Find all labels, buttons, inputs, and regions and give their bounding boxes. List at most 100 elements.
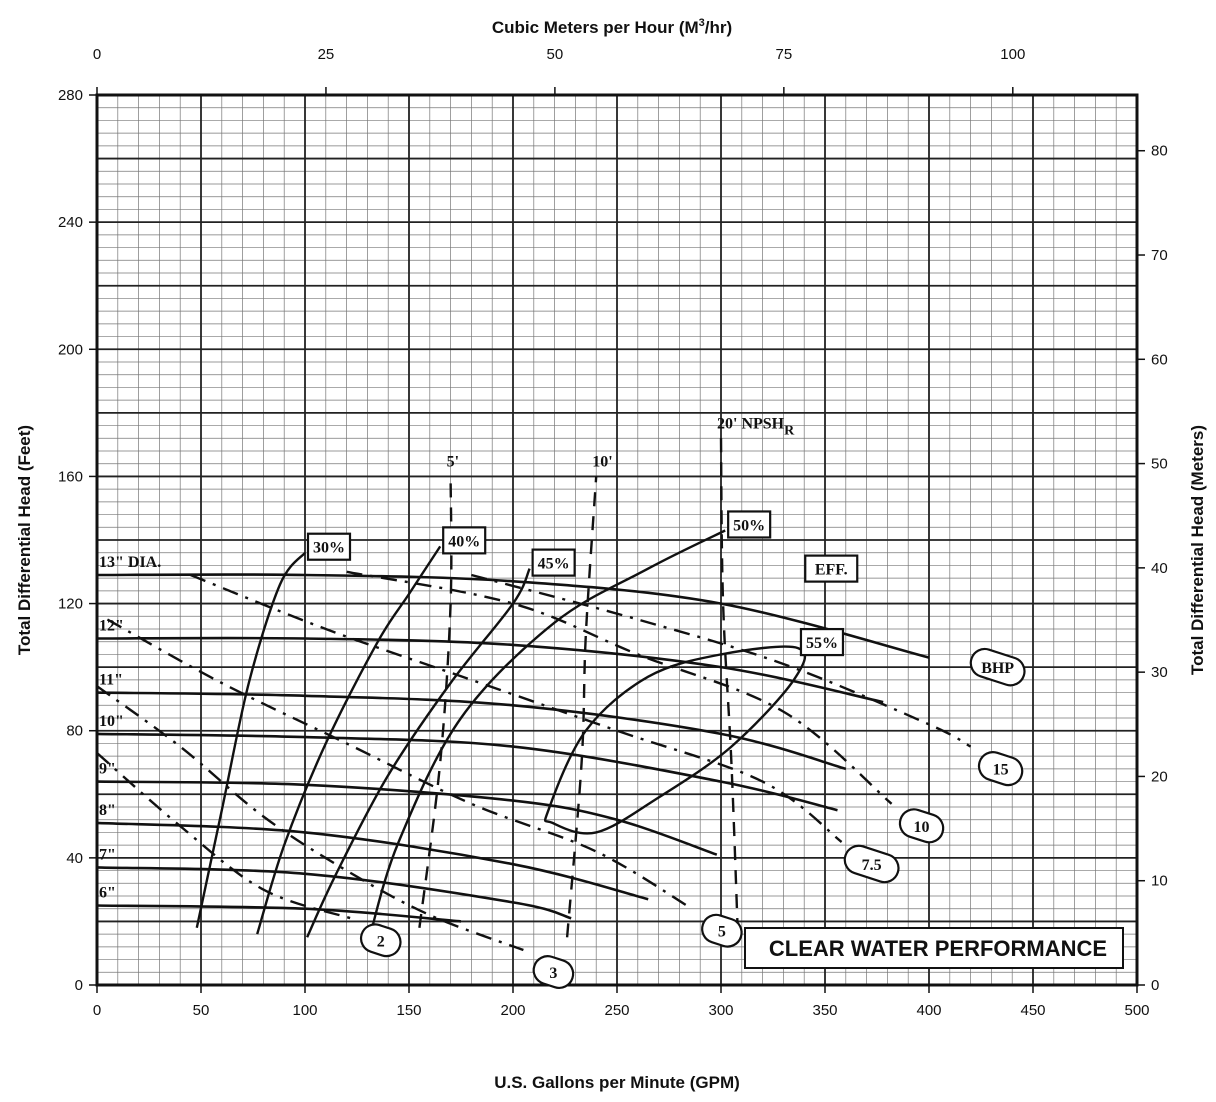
impeller-label: 7"	[99, 846, 116, 863]
bhp-curve	[190, 573, 843, 843]
bhp-curve	[346, 570, 893, 805]
y-tick-label: 160	[58, 468, 83, 485]
impeller-label: 9"	[99, 761, 116, 778]
bhp-label-pill	[977, 751, 1024, 787]
efficiency-label-text: 55%	[806, 635, 838, 652]
bhp-label: 10	[898, 808, 945, 844]
efficiency-label-box	[799, 627, 845, 657]
y-tick-label: 80	[66, 723, 83, 740]
y-tick-label: 0	[75, 977, 83, 994]
impeller-curve	[97, 636, 884, 704]
bhp-curve	[97, 685, 524, 952]
curve-labels-layer: 13" DIA. 12" 11" 10" 9" 8" 7" 6" 30% 40% 45% 50% 55%…	[99, 415, 1026, 989]
y2-tick-label: 10	[1151, 873, 1168, 890]
efficiency-label: 45%	[531, 548, 576, 577]
curves-layer	[97, 438, 972, 952]
bhp-label-text: 7.5	[862, 857, 882, 874]
efficiency-label-box	[531, 548, 576, 577]
efficiency-curve	[368, 529, 726, 938]
bhp-label-pill	[701, 913, 743, 948]
impeller-curve	[97, 904, 462, 923]
efficiency-label-text: 50%	[733, 517, 765, 534]
x-tick-label: 200	[500, 1002, 525, 1019]
impeller-label: 8"	[99, 802, 116, 819]
bhp-label: 15	[977, 751, 1024, 787]
bhp-label: 2	[359, 923, 402, 958]
eff-label-text: EFF.	[815, 562, 848, 579]
y2-tick-label: 20	[1151, 768, 1168, 785]
clear-water-banner: CLEAR WATER PERFORMANCE	[769, 936, 1107, 961]
y2-tick-label: 30	[1151, 664, 1168, 681]
y2-axis-title: Total Differential Head (Meters)	[1188, 425, 1207, 675]
x-tick-label: 100	[292, 1002, 317, 1019]
x-tick-label: 150	[396, 1002, 421, 1019]
efficiency-label-box	[727, 510, 772, 539]
bhp-label-pill	[359, 923, 402, 958]
y2-tick-label: 40	[1151, 560, 1168, 577]
bhp-label-text: 5	[718, 924, 726, 941]
bhp-label-text: 2	[377, 933, 385, 950]
x2-tick-label: 0	[93, 46, 101, 63]
bhp-curve	[106, 618, 693, 910]
bhp-label-pill	[843, 844, 900, 884]
bhp-curve	[471, 573, 972, 748]
x2-tick-label: 100	[1000, 46, 1025, 63]
x-axis-title: U.S. Gallons per Minute (GPM)	[494, 1073, 740, 1092]
impeller-curve	[97, 732, 838, 812]
efficiency-label-text: 45%	[538, 556, 570, 573]
npsh-curve	[719, 438, 739, 928]
bhp-series-label-pill	[969, 647, 1026, 687]
efficiency-label: 30%	[306, 532, 352, 561]
bhp-label-text: 10	[914, 819, 930, 836]
y2-tick-label: 50	[1151, 456, 1168, 473]
x-tick-label: 50	[193, 1002, 210, 1019]
y-axis-title: Total Differential Head (Feet)	[15, 425, 34, 655]
impeller-label: 13" DIA.	[99, 554, 161, 571]
x2-axis-title: Cubic Meters per Hour (M3/hr)	[492, 17, 732, 37]
bhp-series-label: BHP	[969, 647, 1026, 687]
bhp-series-label-text: BHP	[981, 660, 1014, 677]
efficiency-label: 50%	[727, 510, 772, 539]
y-tick-label: 120	[58, 596, 83, 613]
eff-label: EFF.	[804, 554, 859, 583]
bhp-curve	[97, 752, 352, 920]
x-tick-label: 350	[812, 1002, 837, 1019]
y-tick-label: 200	[58, 341, 83, 358]
efficiency-curve	[306, 568, 531, 938]
x-tick-label: 450	[1020, 1002, 1045, 1019]
efficiency-label: 40%	[442, 526, 487, 555]
impeller-label: 6"	[99, 885, 116, 902]
efficiency-label: 55%	[799, 627, 845, 657]
bhp-label-pill	[532, 955, 575, 989]
x2-tick-label: 25	[318, 46, 335, 63]
x-tick-label: 400	[916, 1002, 941, 1019]
npsh-label: 5'	[447, 453, 459, 470]
y2-tick-label: 60	[1151, 351, 1168, 368]
impeller-curve	[97, 780, 718, 856]
axis-ticks: 0 50 100 150 200 250 300 350 400 450 5000408012016…	[58, 46, 1168, 1019]
efficiency-curve	[543, 645, 807, 835]
bhp-label: 5	[701, 913, 743, 948]
efficiency-label-box	[306, 532, 352, 561]
x-tick-label: 500	[1124, 1002, 1149, 1019]
impeller-label: 10"	[99, 713, 124, 730]
impeller-curve	[97, 691, 847, 771]
y2-tick-label: 80	[1151, 143, 1168, 160]
efficiency-label-text: 40%	[448, 533, 480, 550]
bhp-label-pill	[898, 808, 945, 844]
eff-label-box	[804, 554, 859, 583]
bhp-label: 7.5	[843, 844, 900, 884]
x2-tick-label: 75	[776, 46, 793, 63]
clear-water-banner-box	[744, 927, 1124, 969]
x-tick-label: 250	[604, 1002, 629, 1019]
x-tick-label: 0	[93, 1002, 101, 1019]
npsh-label: 10'	[592, 453, 612, 470]
efficiency-label-box	[442, 526, 487, 555]
efficiency-curve	[256, 545, 442, 935]
bhp-label-text: 15	[993, 762, 1009, 779]
x-tick-label: 300	[708, 1002, 733, 1019]
y-tick-label: 240	[58, 214, 83, 231]
y2-tick-label: 70	[1151, 247, 1168, 264]
y-tick-label: 280	[58, 87, 83, 104]
